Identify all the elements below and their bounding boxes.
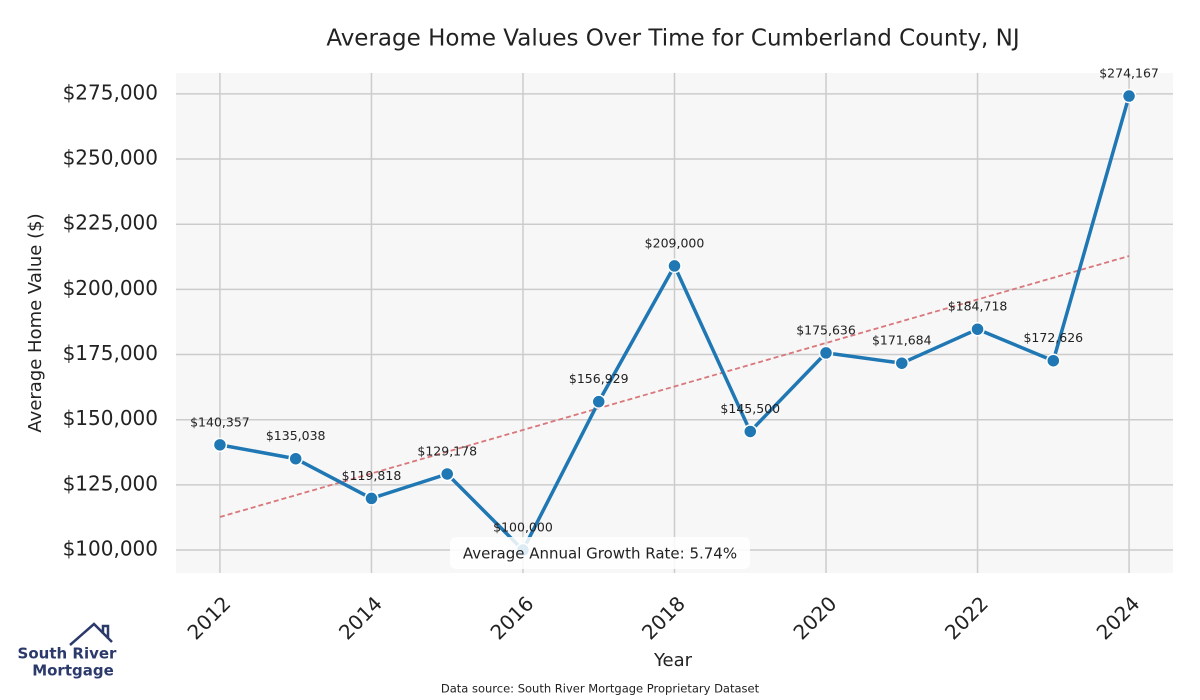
y-axis-label: Average Home Value ($) (25, 213, 46, 432)
chart-title: Average Home Values Over Time for Cumber… (326, 26, 1019, 52)
data-label: $171,684 (872, 333, 932, 348)
y-tick-label: $275,000 (63, 80, 158, 104)
annotation: Average Annual Growth Rate: 5.74% (463, 545, 737, 563)
data-point (818, 345, 834, 361)
data-point (894, 355, 910, 371)
logo-text: Mortgage (32, 662, 114, 680)
data-point (970, 321, 985, 337)
source-note: Data source: South River Mortgage Propri… (441, 682, 760, 696)
data-point (439, 466, 455, 482)
data-point (743, 424, 758, 439)
y-tick-label: $225,000 (63, 211, 158, 235)
data-point (1121, 88, 1137, 104)
data-label: $129,178 (417, 443, 477, 458)
data-label: $175,636 (796, 322, 856, 337)
x-tick-label: 2018 (637, 591, 690, 644)
x-tick-label: 2020 (788, 591, 841, 644)
x-tick-label: 2024 (1092, 591, 1145, 644)
trend-line (219, 255, 1130, 518)
y-tick-label: $200,000 (63, 276, 158, 300)
data-point (1046, 353, 1061, 368)
data-point (667, 258, 682, 274)
data-label: $184,718 (948, 299, 1008, 314)
data-label: $100,000 (493, 520, 553, 535)
logo: South River Mortgage (18, 622, 118, 680)
data-label: $119,818 (342, 468, 402, 483)
data-label: $274,167 (1099, 66, 1159, 81)
data-label: $172,626 (1023, 330, 1083, 345)
x-axis-label: Year (653, 650, 693, 671)
y-tick-label: $150,000 (63, 406, 158, 430)
logo-house (69, 622, 113, 646)
data-point (591, 394, 606, 409)
y-tick-label: $250,000 (63, 146, 158, 170)
data-point (212, 437, 228, 453)
annotation-box (450, 537, 750, 569)
data-label: $209,000 (645, 235, 705, 250)
x-tick-label: 2012 (182, 591, 235, 644)
x-tick-label: 2016 (485, 591, 538, 644)
data-point (288, 451, 303, 466)
data-label: $156,929 (569, 371, 629, 386)
x-tick-label: 2014 (334, 591, 387, 644)
y-tick-label: $125,000 (63, 471, 158, 495)
y-tick-label: $175,000 (63, 341, 158, 365)
data-label: $145,500 (720, 401, 780, 416)
data-point (364, 491, 379, 506)
x-tick-label: 2022 (940, 591, 993, 644)
logo-text: South River (18, 645, 118, 663)
data-label: $140,357 (190, 414, 250, 429)
y-tick-label: $100,000 (63, 537, 158, 561)
data-label: $135,038 (266, 428, 326, 443)
